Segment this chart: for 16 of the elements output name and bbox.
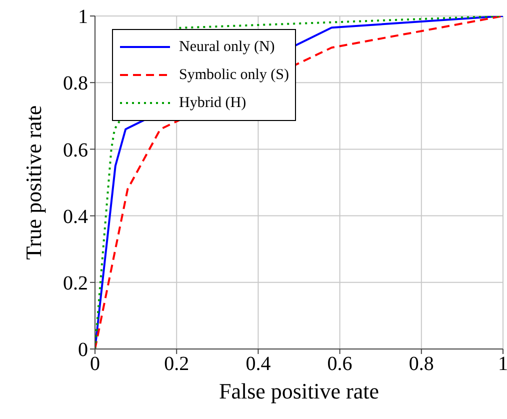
legend-label: Neural only (N) [179,38,275,56]
y-tick-label: 0 [78,339,88,362]
y-tick-label: 0.8 [63,72,88,95]
x-tick-label: 0.8 [408,353,434,376]
legend-label: Hybrid (H) [179,94,246,112]
x-axis-title: False positive rate [218,378,380,404]
y-tick-label: 1 [78,6,88,28]
x-tick-label: 0.2 [164,353,190,376]
y-axis-title: True positive rate [20,105,46,260]
legend-label: Symbolic only (S) [179,66,290,84]
x-tick-label: 1 [498,353,507,376]
y-tick-label: 0.2 [63,272,88,294]
x-tick-label: 0.6 [327,353,352,376]
y-tick-label: 0.6 [63,139,88,162]
x-tick-label: 0.4 [246,353,271,376]
y-tick-label: 0.4 [63,206,88,228]
